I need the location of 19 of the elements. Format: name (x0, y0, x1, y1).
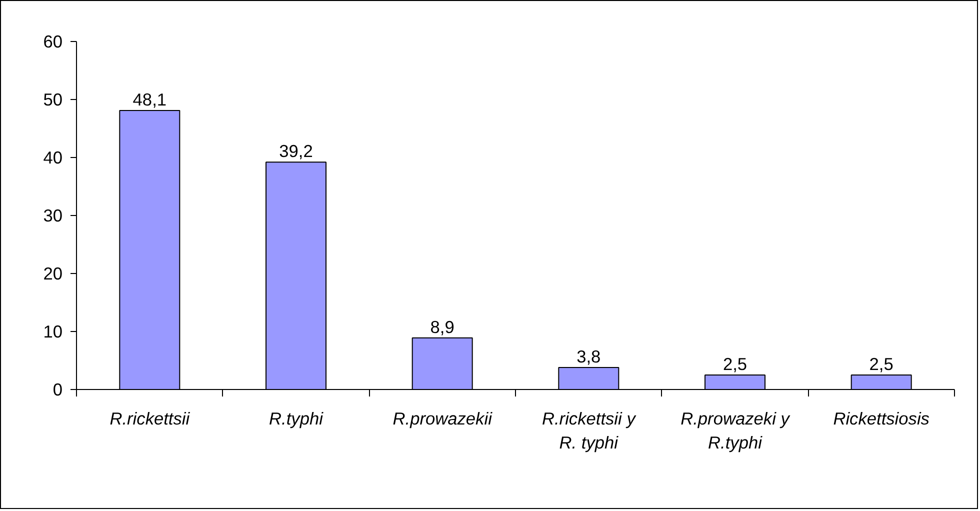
y-tick-label: 40 (43, 148, 63, 168)
data-label: 8,9 (430, 316, 454, 337)
x-tick-label: R.typhi (269, 408, 324, 428)
data-label: 2,5 (869, 354, 894, 374)
x-tick-label: R.rickettsii y R. typhi (542, 408, 637, 452)
x-tick-label: R.prowazekii (392, 408, 494, 428)
data-label: 39,2 (279, 141, 313, 162)
y-tick-label: 60 (43, 32, 63, 52)
y-tick-label: 0 (52, 380, 63, 400)
data-label: 48,1 (132, 90, 167, 110)
x-tick-label: R.rickettsii (110, 408, 191, 428)
y-tick-label: 50 (43, 90, 63, 110)
x-tick-label: Rickettsiosis (833, 408, 930, 428)
y-tick-label: 30 (43, 206, 63, 226)
y-tick-label: 20 (43, 264, 63, 284)
y-tick-label: 10 (43, 322, 63, 342)
x-tick-label: R.prowazeki y R.typhi (680, 408, 791, 452)
data-label: 3,8 (576, 346, 601, 366)
data-label: 2,5 (722, 354, 748, 374)
